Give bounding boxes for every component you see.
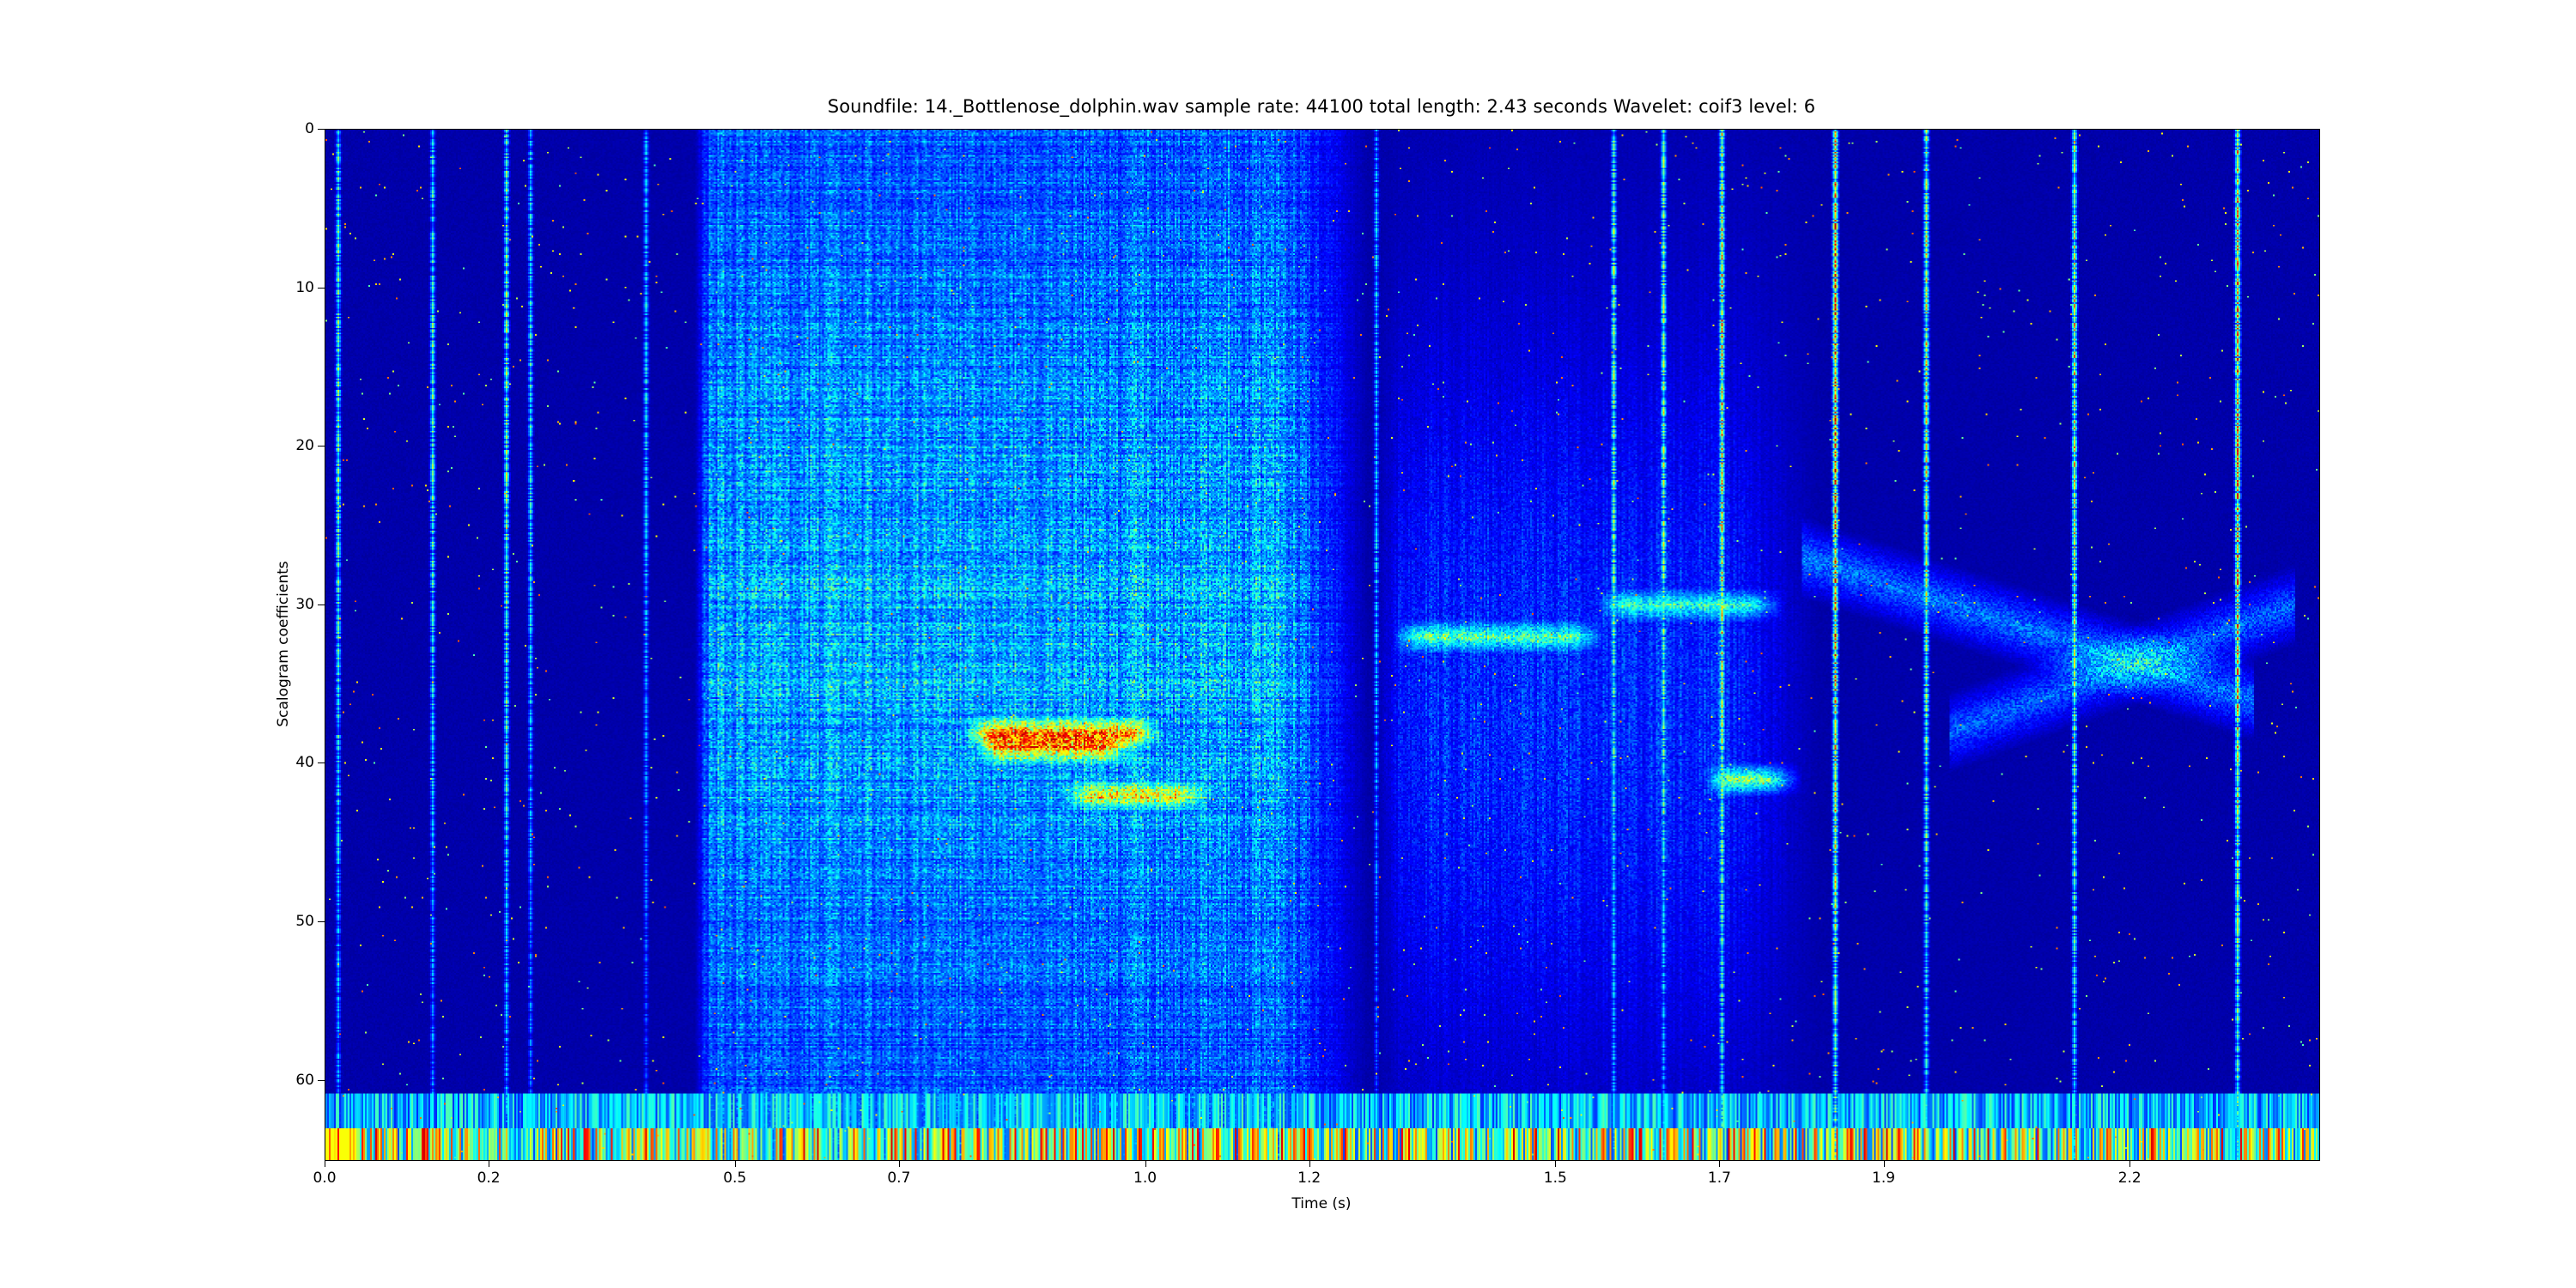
x-tick-label: 2.2	[2117, 1170, 2142, 1187]
y-tick-label: 60	[295, 1071, 314, 1089]
x-tick-label: 1.9	[1872, 1170, 1896, 1187]
x-tick-label: 0.7	[887, 1170, 911, 1187]
x-tick	[734, 1160, 736, 1167]
y-tick-label: 40	[295, 754, 314, 772]
x-tick	[1555, 1160, 1557, 1167]
x-tick	[1719, 1160, 1721, 1167]
x-tick-label: 1.7	[1707, 1170, 1731, 1187]
y-tick-label: 30	[295, 595, 314, 613]
y-tick	[318, 287, 325, 289]
y-tick	[318, 762, 325, 764]
x-tick-label: 1.5	[1543, 1170, 1567, 1187]
y-tick	[318, 921, 325, 923]
y-tick	[318, 446, 325, 447]
x-tick	[2129, 1160, 2131, 1167]
x-tick-label: 1.2	[1297, 1170, 1321, 1187]
y-tick	[318, 129, 325, 130]
x-tick	[898, 1160, 900, 1167]
x-axis-label: Time (s)	[1291, 1195, 1352, 1212]
x-tick-label: 1.0	[1133, 1170, 1157, 1187]
scalogram-axes	[325, 129, 2320, 1161]
x-tick-label: 0.5	[723, 1170, 747, 1187]
x-tick-label: 0.2	[477, 1170, 501, 1187]
y-tick-label: 20	[295, 437, 314, 455]
y-tick-label: 0	[305, 120, 314, 137]
x-tick	[1145, 1160, 1146, 1167]
y-axis-label: Scalogram coefficients	[275, 561, 292, 727]
scalogram-heatmap	[325, 130, 2319, 1160]
y-tick-label: 50	[295, 913, 314, 931]
x-tick	[1883, 1160, 1885, 1167]
page-title: Soundfile: 14._Bottlenose_dolphin.wav sa…	[827, 96, 1816, 117]
heatmap-canvas	[325, 130, 2319, 1160]
x-tick	[1309, 1160, 1310, 1167]
y-tick	[318, 1079, 325, 1081]
x-tick-label: 0.0	[313, 1170, 337, 1187]
y-tick-label: 10	[295, 278, 314, 296]
